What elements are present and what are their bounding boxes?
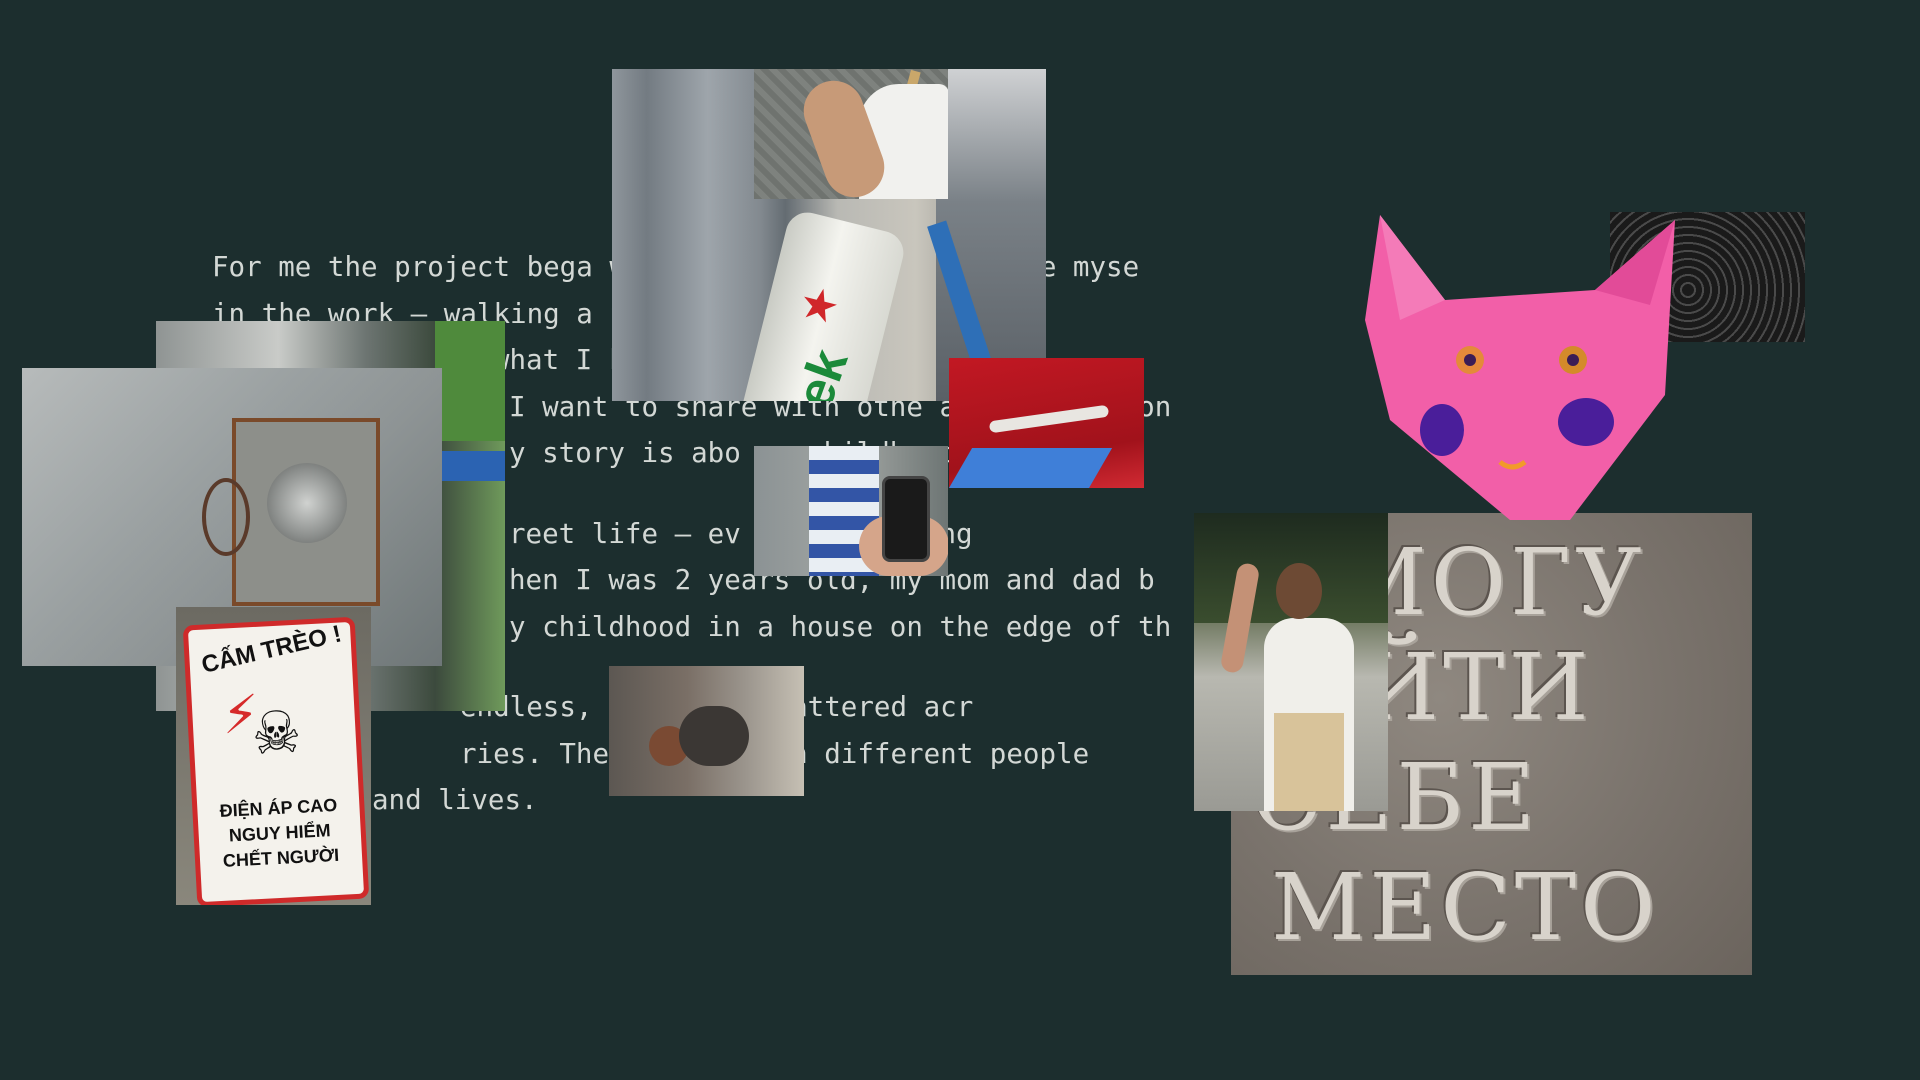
cable-on-pole-photo — [609, 666, 804, 796]
head-shape — [1276, 563, 1322, 619]
phone-photographing-photo — [754, 446, 948, 576]
red-metal-photo — [949, 358, 1144, 488]
rusty-wire — [202, 478, 250, 556]
sky-shape — [949, 448, 1113, 488]
essay-line: and lives. — [372, 784, 538, 816]
stone-text-line: МЕСТО — [1271, 854, 1660, 961]
scratch-shape — [988, 404, 1110, 434]
sign-heading: CẤM TRÈO ! — [198, 620, 345, 679]
phone-icon — [882, 476, 930, 562]
woman-with-phone-photo — [1194, 513, 1388, 811]
warning-sign-photo: CẤM TRÈO ! ⚡ ☠ ĐIỆN ÁP CAO NGUY HIỂM CHẾ… — [176, 607, 371, 905]
cable-knot — [679, 706, 749, 766]
pink-origami-cat-icon — [1365, 215, 1675, 520]
tree-shape — [435, 321, 505, 441]
person-reaching-photo — [754, 69, 948, 199]
sign-body: ĐIỆN ÁP CAO NGUY HIỂM CHẾT NGƯỜI — [203, 792, 357, 875]
essay-line: y childhood in a house on the edge of th — [509, 610, 1172, 643]
sign-board: CẤM TRÈO ! ⚡ ☠ ĐIỆN ÁP CAO NGUY HIỂM CHẾ… — [182, 616, 370, 905]
skull-icon: ☠ — [252, 684, 301, 772]
bolt-nut — [267, 463, 347, 543]
awning-shape — [435, 451, 505, 481]
road-shape — [936, 69, 1046, 401]
tote-bag — [1274, 713, 1344, 811]
